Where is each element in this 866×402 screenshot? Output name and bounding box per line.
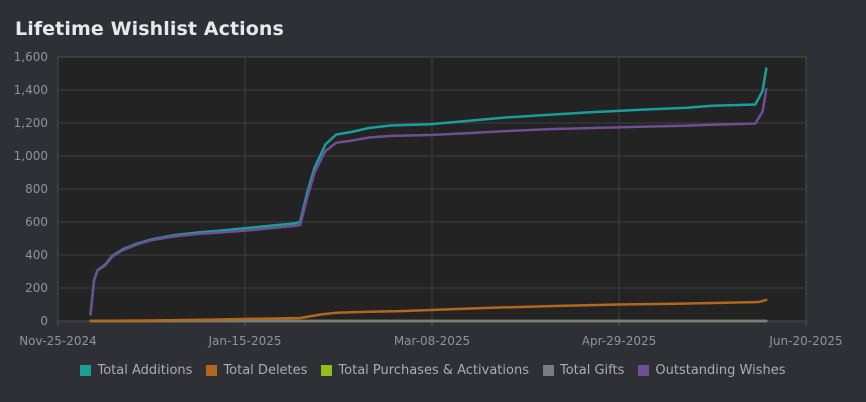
y-tick-label: 600 bbox=[25, 215, 48, 229]
series-line-total-deletes bbox=[89, 298, 768, 323]
x-tick-label: Jun-20-2025 bbox=[768, 334, 842, 348]
x-tick-label: Apr-29-2025 bbox=[582, 334, 656, 348]
x-tick-label: Mar-08-2025 bbox=[394, 334, 470, 348]
legend-item[interactable]: Total Deletes bbox=[206, 363, 307, 378]
legend-label: Total Purchases & Activations bbox=[338, 363, 529, 378]
y-tick-label: 1,600 bbox=[14, 50, 48, 64]
y-tick-label: 800 bbox=[25, 182, 48, 196]
legend-swatch bbox=[321, 365, 333, 376]
legend-label: Total Gifts bbox=[559, 363, 625, 378]
legend-swatch bbox=[638, 365, 650, 376]
legend-swatch bbox=[80, 365, 92, 376]
legend-item[interactable]: Outstanding Wishes bbox=[638, 363, 786, 378]
series-line-outstanding-wishes bbox=[89, 87, 768, 316]
legend-label: Total Deletes bbox=[223, 363, 308, 378]
chart-title: Lifetime Wishlist Actions bbox=[15, 18, 284, 40]
legend-item[interactable]: Total Gifts bbox=[542, 363, 625, 378]
y-tick-label: 1,200 bbox=[14, 116, 48, 130]
y-tick-label: 400 bbox=[25, 248, 48, 262]
legend-label: Outstanding Wishes bbox=[655, 363, 786, 378]
y-tick-label: 200 bbox=[25, 281, 48, 295]
legend-swatch bbox=[206, 365, 218, 376]
y-tick-label: 1,400 bbox=[14, 83, 48, 97]
y-tick-label: 1,000 bbox=[14, 149, 48, 163]
legend-label: Total Additions bbox=[97, 363, 193, 378]
legend-item[interactable]: Total Additions bbox=[80, 363, 192, 378]
legend-item[interactable]: Total Purchases & Activations bbox=[321, 363, 529, 378]
x-tick-label: Jan-15-2025 bbox=[208, 334, 282, 348]
legend-swatch bbox=[542, 365, 554, 376]
x-tick-label: Nov-25-2024 bbox=[19, 334, 97, 348]
chart-legend: Total Additions Total Deletes Total Purcha… bbox=[0, 363, 866, 378]
y-tick-label: 0 bbox=[40, 314, 48, 328]
